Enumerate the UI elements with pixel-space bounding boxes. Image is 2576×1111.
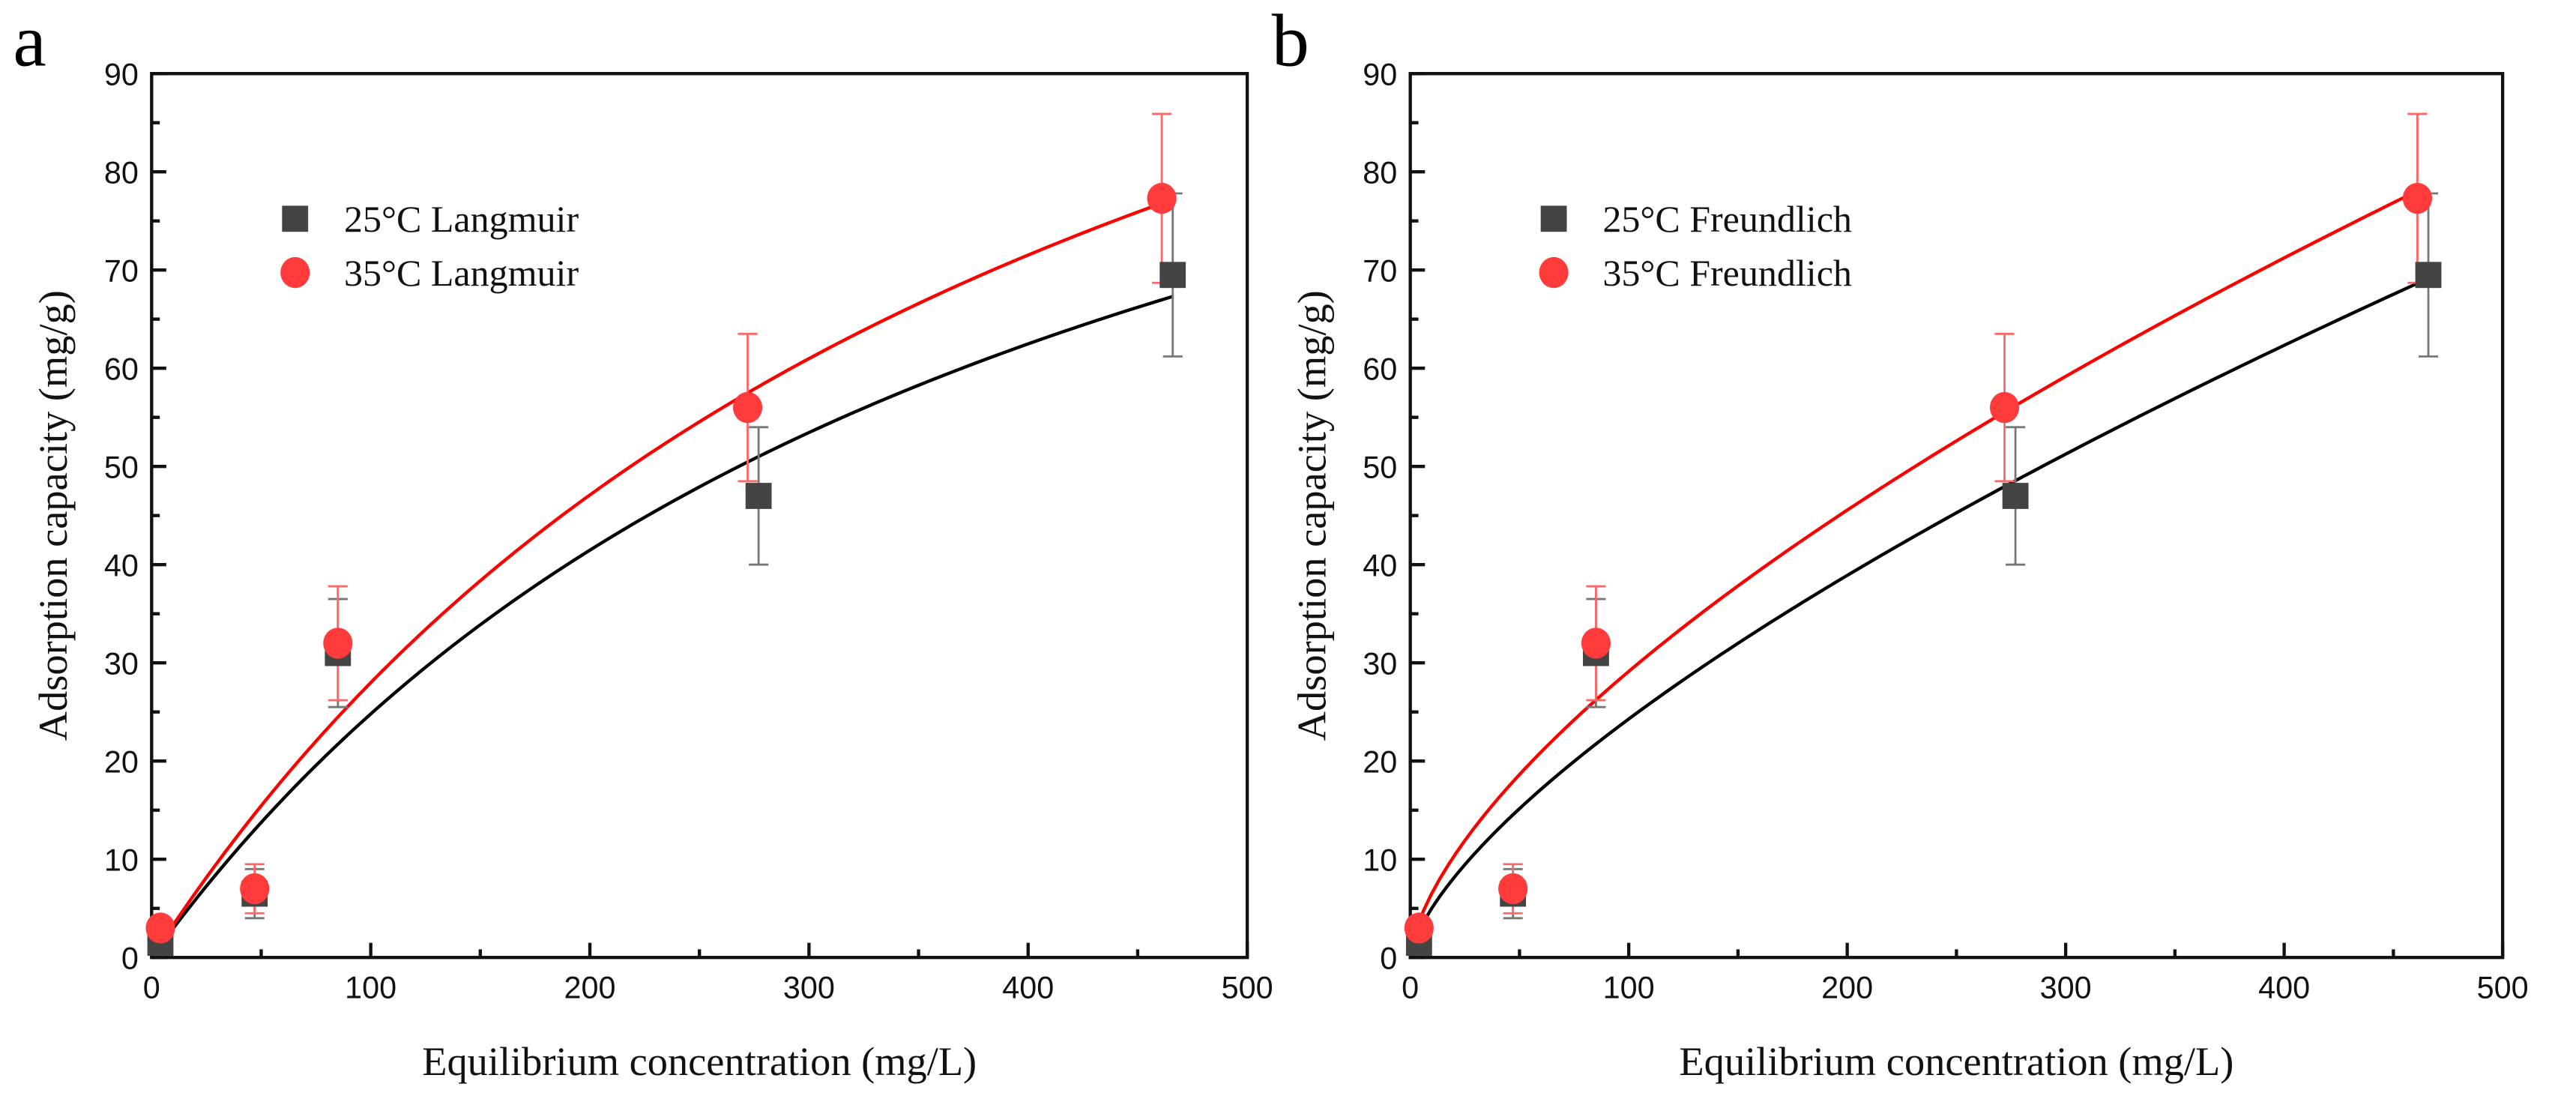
x-tick-label: 300 [783,971,835,1005]
data-point-35c [1581,627,1611,659]
legend-label: 35°C Langmuir [344,252,579,294]
data-point-35c [732,391,763,424]
fit-curve-25c [154,295,1174,953]
legend: 25°C Langmuir 35°C Langmuir [280,198,579,294]
y-tick-label: 60 [104,352,139,386]
x-tick-label: 400 [2258,971,2310,1005]
y-axis-label: Adsorption capacity (mg/g) [31,290,76,741]
legend-label: 35°C Freundlich [1602,252,1852,294]
x-tick-label: 0 [1402,971,1419,1005]
y-tick-label: 20 [104,744,139,779]
y-tick-label: 50 [104,450,139,484]
x-tick-label: 300 [2040,971,2092,1005]
y-axis-label: Adsorption capacity (mg/g) [1290,290,1335,741]
legend-marker-square [1540,205,1567,232]
y-tick-label: 70 [1363,253,1397,288]
x-tick-label: 100 [345,971,396,1005]
legend-label: 25°C Freundlich [1602,198,1852,240]
y-tick-label: 80 [1363,155,1397,190]
y-tick-label: 10 [1363,843,1397,877]
x-tick-label: 200 [1821,971,1873,1005]
y-tick-label: 40 [1363,548,1397,582]
y-tick-label: 0 [1380,941,1397,975]
y-tick-label: 0 [121,941,139,975]
y-tick-label: 20 [1363,744,1397,779]
data-point-25c [745,483,772,509]
y-tick-label: 40 [104,548,139,582]
data-point-35c [1147,182,1177,214]
data-point-35c [1498,873,1528,905]
y-tick-label: 90 [104,57,139,91]
data-point-35c [1404,912,1434,944]
panel-b: b 0 10 20 30 40 50 60 70 80 90 0 100 200 300 400 500 Equi… [1272,0,2529,1084]
panel-a: a 0 10 20 30 40 50 60 70 80 90 0 100 200 300 400 500 Equi… [13,0,1273,1084]
y-tick-label: 80 [104,155,139,190]
x-tick-label: 500 [2477,971,2529,1005]
y-tick-label: 10 [104,843,139,877]
x-tick-label: 500 [1222,971,1273,1005]
x-axis-label: Equilibrium concentration (mg/L) [422,1039,977,1084]
data-point-35c [145,912,175,944]
x-tick-label: 200 [564,971,616,1005]
data-point-25c [2415,262,2442,289]
plot-frame [1408,72,2505,960]
panel-label: a [13,0,46,82]
y-tick-label: 30 [104,646,139,681]
y-tick-label: 70 [104,253,139,288]
legend-label: 25°C Langmuir [344,198,579,240]
plot-frame [150,72,1249,960]
legend-marker-circle [280,256,310,289]
fit-curve-35c [1413,189,2419,936]
y-tick-label: 30 [1363,646,1397,681]
x-tick-label: 400 [1002,971,1054,1005]
x-tick-label: 0 [143,971,160,1005]
y-tick-label: 50 [1363,450,1397,484]
fit-curve-25c [1413,277,2429,942]
data-point-25c [1159,262,1186,289]
y-tick-label: 90 [1363,57,1397,91]
data-point-35c [1989,391,2020,424]
fit-curve-35c [154,202,1162,952]
legend: 25°C Freundlich 35°C Freundlich [1539,198,1852,294]
x-axis-label: Equilibrium concentration (mg/L) [1679,1039,2233,1084]
data-point-35c [323,627,353,659]
data-point-35c [2402,182,2433,214]
y-tick-label: 60 [1363,352,1397,386]
legend-marker-square [282,205,309,232]
legend-marker-circle [1539,256,1569,289]
x-tick-label: 100 [1603,971,1655,1005]
panel-label: b [1272,0,1309,82]
data-point-35c [240,873,270,905]
data-point-25c [2002,483,2029,509]
